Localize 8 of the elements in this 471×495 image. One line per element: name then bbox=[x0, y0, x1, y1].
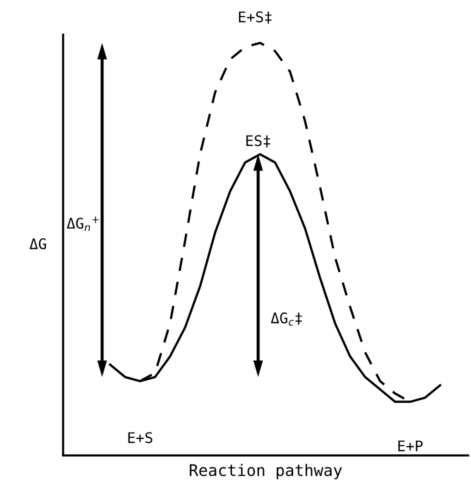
annotation: ES‡ bbox=[246, 135, 270, 148]
y-axis-title: ΔG bbox=[30, 238, 46, 250]
annotation: E+S bbox=[128, 432, 152, 444]
annotation: ΔG$_{c}$‡ bbox=[270, 312, 302, 326]
text: ΔG$_{n}$$^{+}$ bbox=[66, 216, 99, 231]
text: E+S‡ bbox=[238, 11, 272, 24]
annotation: E+P bbox=[398, 440, 423, 452]
x-axis-title: Reaction pathway bbox=[190, 464, 342, 480]
